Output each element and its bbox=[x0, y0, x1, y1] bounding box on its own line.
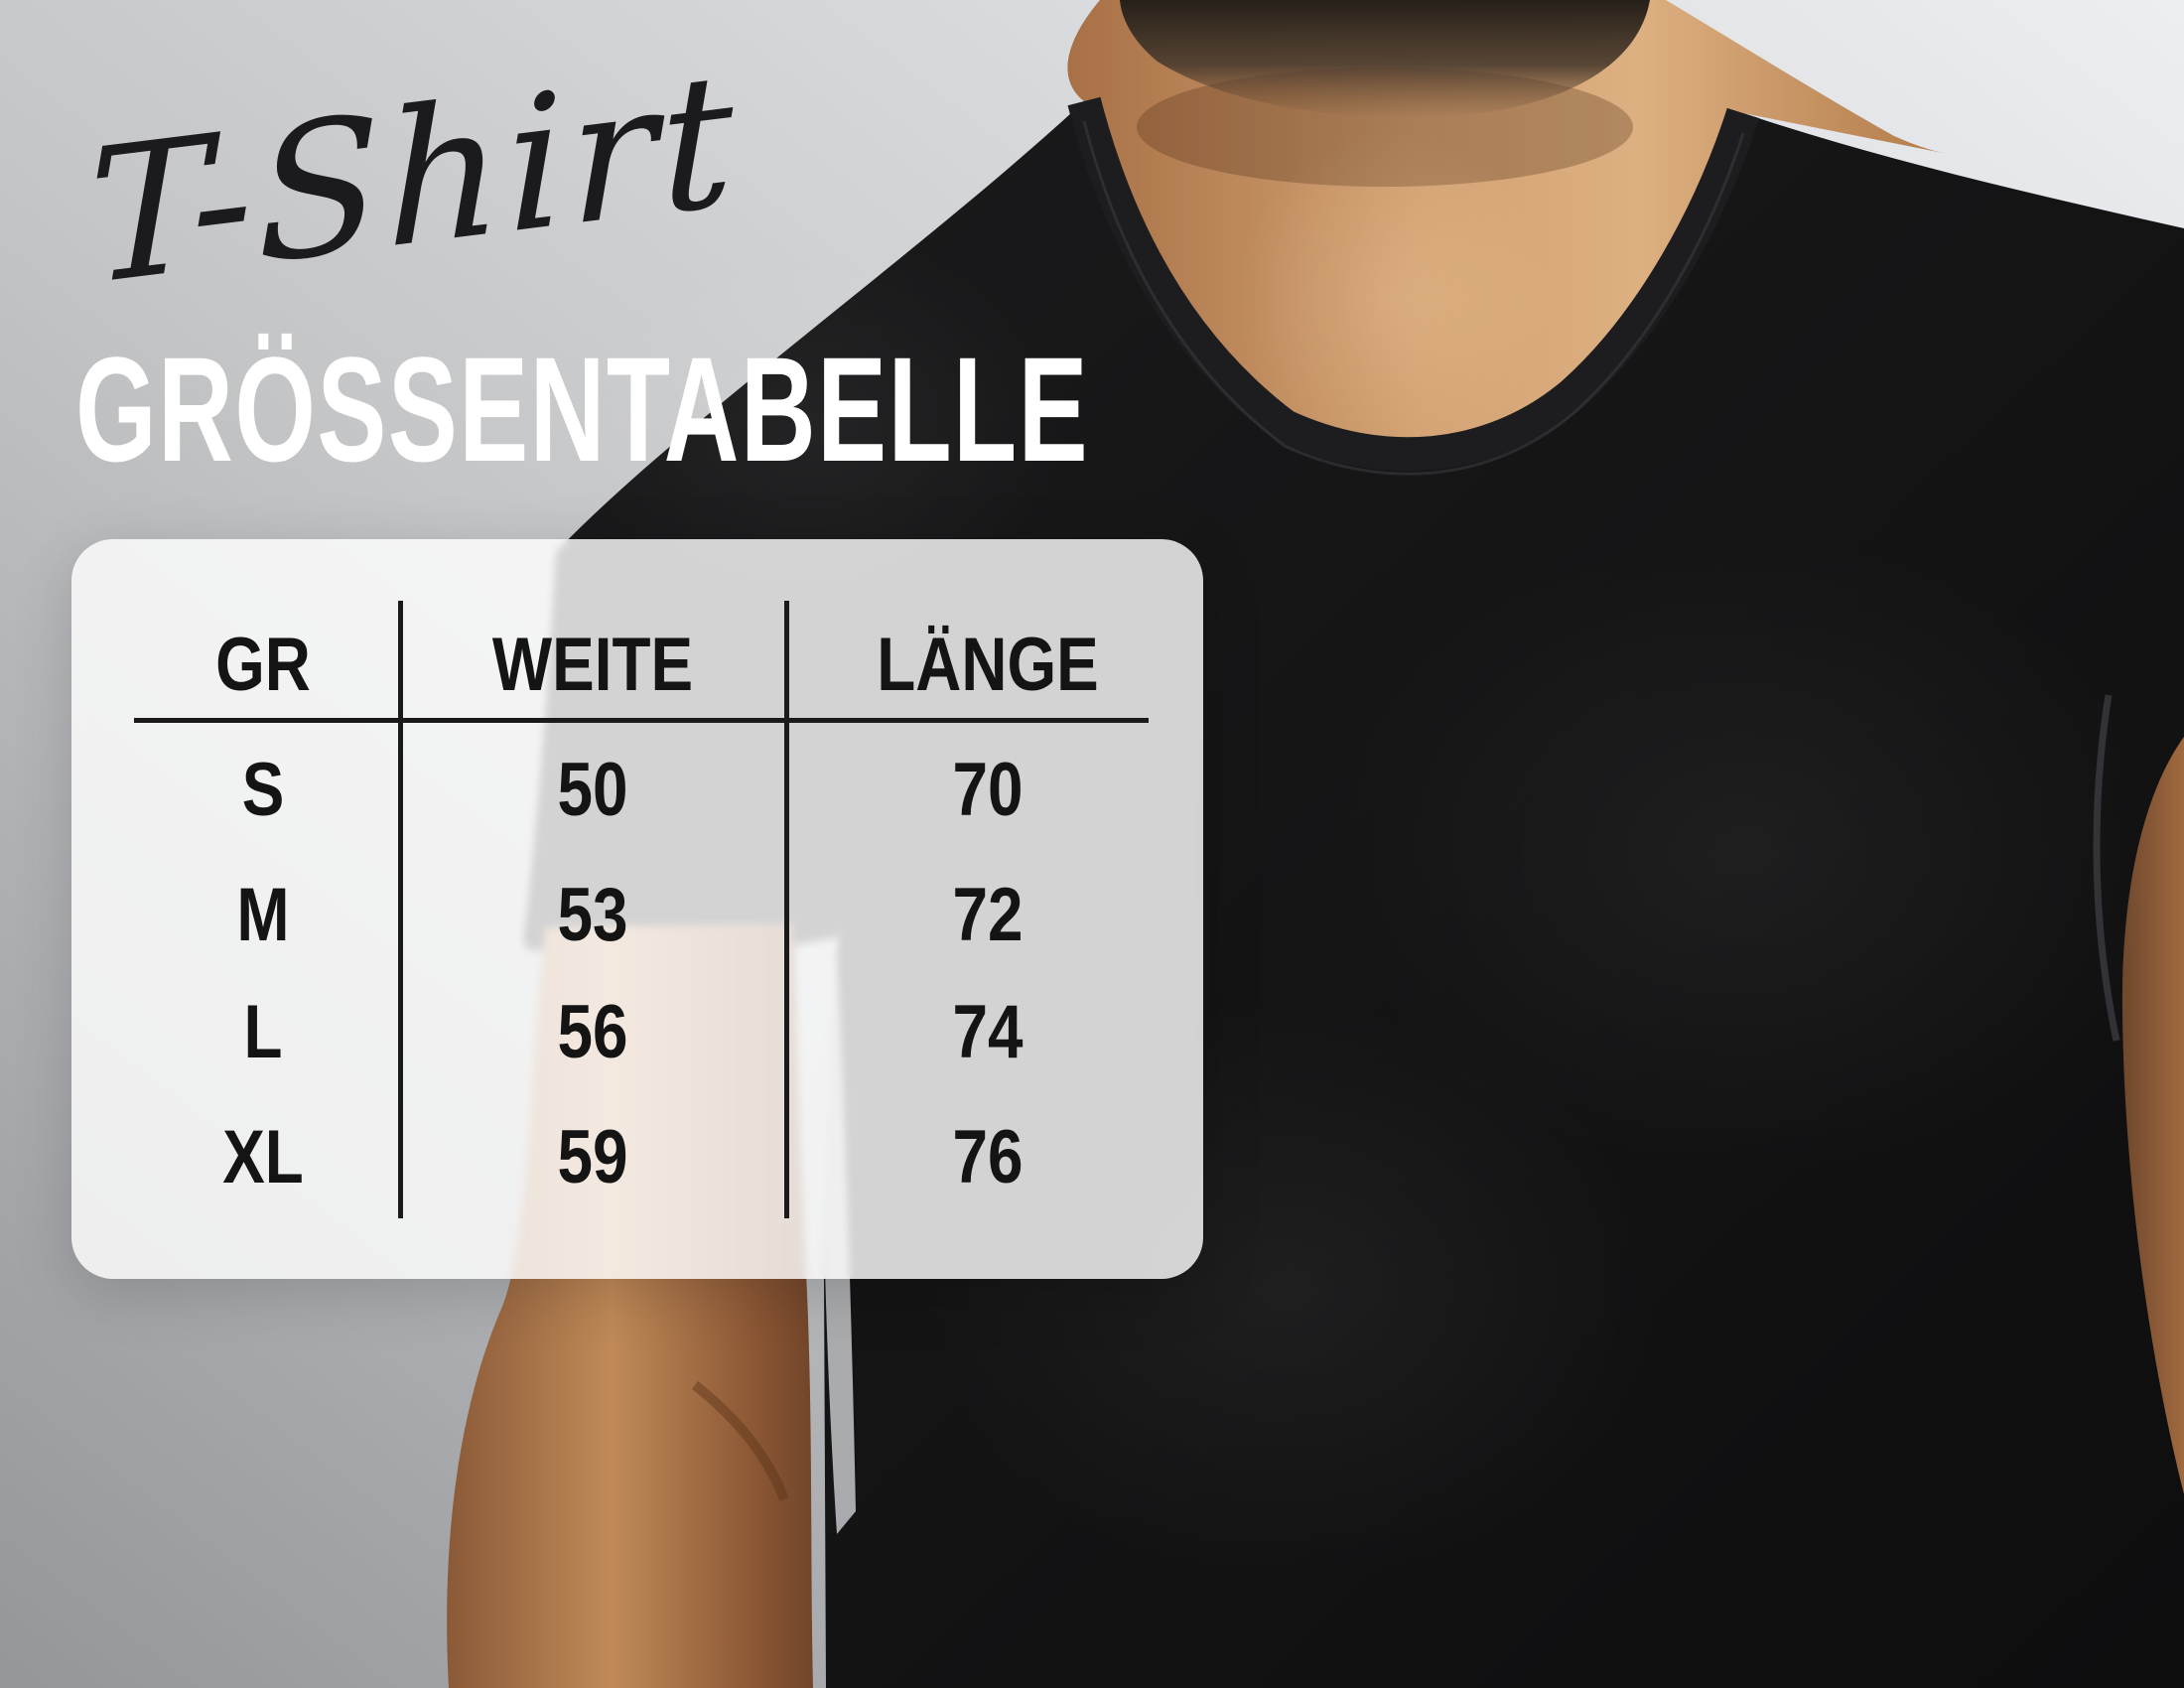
table-cell-laenge-m: 72 bbox=[952, 873, 1024, 957]
tshirt-collar-stitch bbox=[1082, 120, 1745, 476]
table-cell-size-s: S bbox=[241, 748, 285, 832]
column-header-weite: WEITE bbox=[491, 623, 694, 707]
table-column-divider-1 bbox=[398, 601, 403, 1218]
table-cell-size-m: M bbox=[236, 873, 290, 957]
shirt-fold-highlight bbox=[1320, 526, 2174, 1182]
neck-highlight bbox=[1236, 129, 1554, 467]
shirt-fold-highlight bbox=[556, 228, 1072, 626]
table-cell-size-l: L bbox=[243, 990, 283, 1074]
table-header-divider bbox=[134, 718, 1149, 723]
table-cell-size-xl: XL bbox=[222, 1115, 304, 1199]
size-chart-heading: GRÖSSENTABELLE bbox=[75, 326, 1090, 492]
table-cell-weite-m: 53 bbox=[557, 873, 628, 957]
beard-stubble bbox=[1120, 0, 1650, 118]
table-cell-laenge-xl: 76 bbox=[952, 1115, 1024, 1199]
column-header-laenge: LÄNGE bbox=[877, 623, 1099, 707]
table-cell-laenge-l: 74 bbox=[952, 990, 1024, 1074]
table-cell-weite-l: 56 bbox=[557, 990, 628, 1074]
forearm-elbow-crease bbox=[691, 1381, 789, 1501]
column-header-gr: GR bbox=[215, 623, 311, 707]
table-column-divider-2 bbox=[784, 601, 789, 1218]
size-table-panel: GR WEITE LÄNGE S 50 70 M 53 72 L 56 74 X… bbox=[71, 539, 1203, 1279]
tshirt-collar-band bbox=[1067, 96, 1760, 472]
table-cell-laenge-s: 70 bbox=[952, 748, 1024, 832]
table-cell-weite-xl: 59 bbox=[557, 1115, 628, 1199]
table-cell-weite-s: 50 bbox=[557, 748, 628, 832]
